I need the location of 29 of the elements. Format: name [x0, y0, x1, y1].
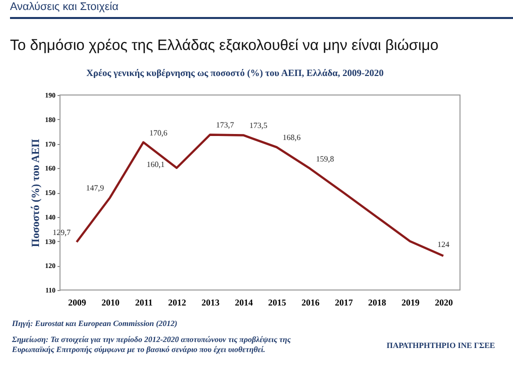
- x-tick-label: 2019: [402, 298, 420, 308]
- data-label: 147,9: [86, 184, 104, 193]
- data-label: 173,5: [249, 121, 268, 130]
- data-label: 159,8: [316, 154, 334, 164]
- x-tick-label: 2012: [168, 298, 187, 308]
- text: ΠΑΡΑΤΗΡΗΤΗΡΙΟ ΙΝΕ ΓΣΕΕ: [386, 341, 495, 350]
- y-axis-title: Ποσοστό (%) του ΑΕΠ: [30, 138, 42, 248]
- data-label: 168,6: [282, 133, 301, 142]
- x-tick-label: 2011: [135, 298, 154, 308]
- data-label: 170,6: [149, 128, 168, 138]
- data-label: 129,7: [52, 228, 71, 237]
- x-tick-label: 2013: [202, 298, 220, 308]
- x-tick-label: 2017: [334, 298, 354, 308]
- x-tick-label: 2010: [102, 298, 120, 308]
- x-tick-label: 2018: [368, 298, 387, 308]
- x-tick-label: 2009: [68, 298, 87, 308]
- data-label: 124: [437, 240, 450, 249]
- chart-title: Χρέος γενικής κυβέρνησης ως ποσοστό (%) του ΑΕΠ, Ελλάδα, 2009-2020: [86, 68, 384, 79]
- data-label: 173,7: [216, 120, 234, 130]
- text: Πηγή: Eurostat και European Commission (2012): [11, 319, 178, 328]
- x-tick-label: 2016: [302, 298, 320, 308]
- data-label: 160,1: [146, 160, 165, 169]
- x-tick-label: 2020: [434, 298, 454, 308]
- x-tick-label: 2014: [234, 298, 254, 308]
- text: Σημείωση: Τα στοιχεία για την περίοδο 2012-2020 αποτυπώνουν τις προβλέψεις της: [11, 335, 292, 344]
- text: Ευρωπαϊκής Επιτροπής σύμφωνα με το βασικό σενάριο που έχει υιοθετηθεί.: [11, 345, 266, 354]
- x-tick-label: 2015: [268, 298, 287, 308]
- text: Αναλύσεις και Στοιχεία: [10, 1, 120, 13]
- chart-subtitle: Το δημόσιο χρέος της Ελλάδας εξακολουθεί να μην είναι βιώσιμο: [10, 37, 438, 54]
